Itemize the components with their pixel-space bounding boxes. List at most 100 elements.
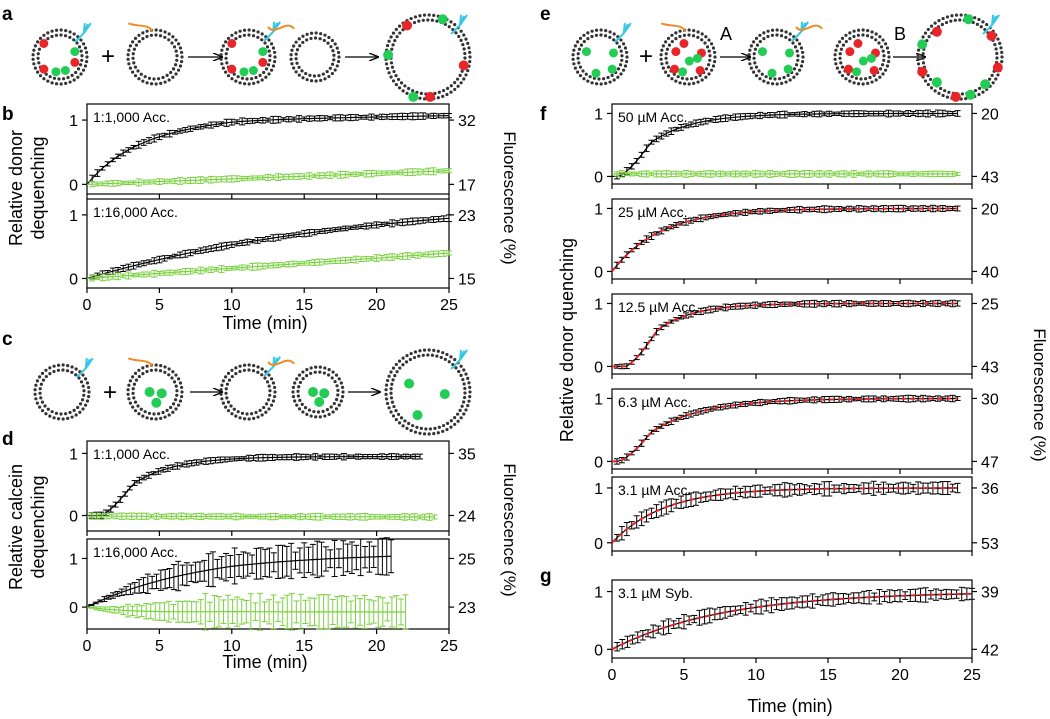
lipid-dot — [419, 426, 423, 430]
lipid-dot — [422, 432, 427, 436]
lipid-dot — [173, 398, 178, 402]
lipid-dot — [70, 370, 74, 374]
chart-f4: 0 1 30 47 6.3 µM Acc. — [594, 388, 999, 474]
plus-sign: + — [101, 43, 115, 70]
y-tick-label: 1 — [594, 585, 603, 602]
x-tick-label: 25 — [440, 638, 458, 655]
lipid-dot — [134, 378, 139, 382]
error-bars-acceptor — [89, 167, 452, 188]
lipid-dot — [220, 48, 224, 52]
lipid-dot — [417, 19, 421, 23]
lipid-dot — [616, 67, 621, 71]
lipid-dot — [418, 14, 422, 18]
lipid-dot — [584, 72, 588, 76]
lipid-dot — [245, 77, 249, 81]
annotation: 1:16,000 Acc. — [93, 204, 178, 220]
lipid-dot — [336, 393, 340, 397]
lipid-dot — [659, 57, 663, 61]
lipid-dot — [916, 62, 921, 66]
lipid-dot — [784, 35, 788, 39]
lipid-dot — [174, 384, 178, 388]
lipid-dot — [577, 61, 581, 65]
plus-sign: + — [639, 43, 653, 70]
lipid-dot — [454, 366, 458, 370]
lipid-dot — [981, 90, 985, 94]
lipid-dot — [713, 55, 717, 59]
lipid-dot — [996, 73, 1000, 77]
lipid-dot — [384, 392, 388, 396]
lipid-dot — [588, 75, 592, 79]
lipid-dot — [422, 348, 427, 352]
lipid-dot — [389, 61, 394, 65]
lipid-dot — [81, 42, 86, 46]
acceptor-dye — [227, 39, 237, 48]
lipid-dot — [445, 427, 449, 432]
lipid-dot — [176, 377, 181, 381]
lipid-dot — [336, 50, 341, 55]
lipid-dot — [960, 92, 965, 96]
lipid-dot — [618, 63, 623, 67]
lipid-dot — [625, 59, 629, 64]
lipid-dot — [835, 66, 839, 70]
lipid-dot — [169, 405, 173, 410]
lipid-dot — [133, 65, 138, 69]
lipid-dot — [309, 36, 313, 41]
lipid-dot — [799, 46, 804, 50]
lipid-dot — [464, 408, 468, 412]
lipid-dot — [256, 80, 260, 84]
y-tick-label: 1 — [594, 481, 603, 498]
lipid-dot — [126, 388, 130, 392]
lipid-dot — [418, 96, 422, 100]
lipid-dot — [305, 373, 309, 378]
lipid-dot — [943, 89, 947, 93]
x-tick-label: 20 — [368, 638, 386, 655]
lipid-dot — [788, 38, 792, 42]
lipid-dot — [929, 24, 934, 28]
lipid-dot — [33, 392, 37, 396]
lipid-dot — [861, 33, 865, 37]
lipid-dot — [878, 75, 882, 79]
lipid-dot — [247, 33, 251, 37]
lipid-dot — [752, 52, 756, 56]
lipid-dot — [407, 86, 411, 91]
y-tick-label: 1 — [594, 391, 603, 408]
lipid-dot — [758, 33, 762, 37]
schematic-c: + — [33, 348, 472, 436]
donor-dye — [383, 49, 394, 60]
lipid-dot — [262, 405, 266, 410]
lipid-dot — [758, 39, 762, 44]
lipid-dot — [32, 62, 36, 66]
lipid-dot — [263, 41, 267, 45]
lipid-dot — [297, 65, 301, 69]
lipid-dot — [441, 88, 446, 93]
annotation: 6.3 µM Acc. — [618, 394, 691, 410]
lipid-dot — [323, 77, 327, 81]
lipid-dot — [882, 58, 886, 62]
lipid-dot — [128, 44, 132, 48]
lipid-dot — [178, 399, 183, 403]
lipid-dot — [175, 58, 179, 62]
lipid-dot — [171, 402, 176, 406]
lipid-dot — [219, 53, 223, 57]
lipid-dot — [582, 33, 586, 37]
lipid-dot — [923, 31, 928, 35]
lipid-dot — [445, 352, 449, 357]
lipid-dot — [131, 391, 135, 395]
plot-frame — [86, 440, 450, 532]
lipid-dot — [775, 82, 779, 86]
lipid-dot — [234, 37, 238, 41]
lipid-dot — [604, 81, 608, 85]
lipid-dot — [834, 62, 838, 66]
right-axis-title-b: Fluorescence (%) — [500, 131, 519, 264]
lipid-dot — [54, 33, 59, 37]
lipid-dot — [295, 377, 299, 381]
chart-d2: 0 1 25 23 0 5 10 15 20 25 1:16,000 Acc. — [69, 537, 476, 655]
y-tick-label: 1 — [594, 201, 603, 218]
lipid-dot — [128, 66, 132, 70]
lipid-dot — [801, 55, 805, 59]
lipid-dot — [466, 404, 470, 408]
lipid-dot — [405, 91, 409, 95]
lipid-dot — [33, 388, 37, 392]
lipid-dot — [227, 378, 232, 382]
plot-frame — [86, 198, 450, 289]
